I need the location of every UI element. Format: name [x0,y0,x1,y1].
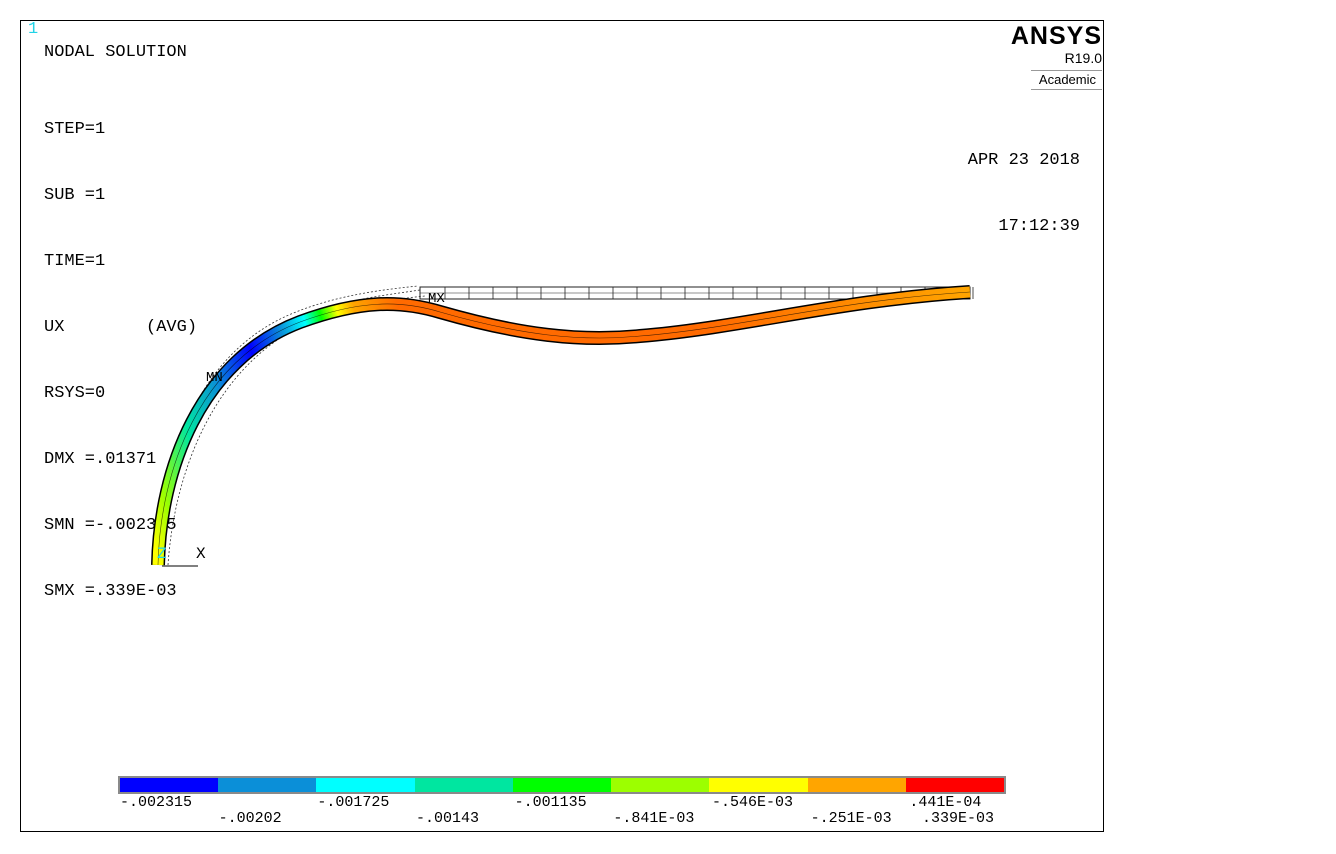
info-time: TIME=1 [44,252,106,271]
axis-x-label: X [196,545,206,563]
info-result: UX (AVG) [44,318,198,337]
plot-title: NODAL SOLUTION [44,43,187,62]
legend-swatch [905,778,1004,792]
info-dmx: DMX =.01371 [44,450,157,469]
legend-swatch [611,778,710,792]
legend-label: -.00143 [416,810,480,827]
timestamp: APR 23 2018 17:12:39 [900,106,1080,260]
deformed-beam [151,285,971,566]
contour-legend-bar [118,776,1006,794]
max-marker: MX [428,291,445,307]
info-step: STEP=1 [44,120,106,139]
legend-swatch [414,778,513,792]
ansys-logo: ANSYS R19.0 Academic [1010,22,1102,90]
info-sub: SUB =1 [44,186,106,205]
min-marker: MN [206,370,223,386]
brand-name: ANSYS [1010,22,1102,50]
time-text: 17:12:39 [998,217,1080,236]
legend-swatch [120,778,219,792]
info-smx: SMX =.339E-03 [44,582,177,601]
legend-swatch [807,778,906,792]
legend-label: -.00202 [218,810,282,827]
legend-label: .339E-03 [922,810,995,827]
date-text: APR 23 2018 [967,151,1080,170]
legend-swatch [512,778,612,792]
legend-swatch [709,778,808,792]
axis-z-label: Z [157,545,167,563]
info-rsys: RSYS=0 [44,384,106,403]
graphics-window [20,20,1104,832]
legend-label: .441E-04 [909,794,982,811]
legend-label: -.841E-03 [613,810,695,827]
legend-label: -.546E-03 [712,794,794,811]
legend-swatch [316,778,415,792]
legend-label: -.001725 [317,794,390,811]
solution-info: STEP=1 SUB =1 TIME=1 UX (AVG) RSYS=0 DMX… [44,75,197,625]
legend-swatch [218,778,317,792]
brand-version: R19.0 [1064,50,1102,66]
legend-label: -.002315 [120,794,193,811]
legend-label: -.251E-03 [810,810,892,827]
axis-triad: Z X [157,545,206,567]
legend-label: -.001135 [514,794,587,811]
brand-edition: Academic [1030,70,1102,90]
window-number: 1 [28,20,39,39]
